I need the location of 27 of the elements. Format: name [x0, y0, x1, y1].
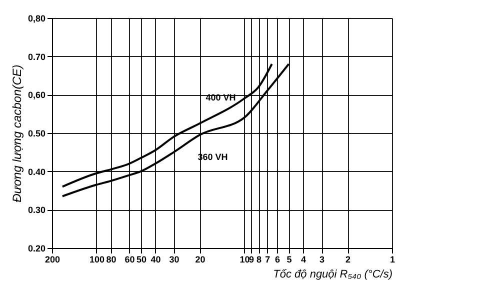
x-tick-label: 10: [240, 254, 250, 264]
x-tick-label: 6: [275, 254, 280, 264]
y-tick-label: 0.40: [28, 166, 46, 177]
x-tick-label: 200: [44, 254, 60, 264]
x-tick-label: 50: [136, 254, 146, 264]
x-tick-label: 1: [390, 254, 396, 264]
x-tick-label: 8: [256, 254, 262, 264]
y-tick-label: 0.20: [28, 244, 46, 254]
x-tick-label: 7: [265, 254, 270, 264]
x-tick-label: 30: [169, 254, 180, 264]
x-tick-label: 40: [150, 254, 161, 264]
x-tick-label: 3: [319, 254, 325, 264]
x-tick-label: 100: [89, 254, 104, 264]
y-axis-title: Đương lượng cacbon(CE): [10, 64, 24, 202]
x-tick-label: 60: [124, 254, 135, 264]
y-tick-label: 0,80: [28, 14, 46, 24]
x-tick-label: 5: [286, 254, 292, 264]
y-tick-label: 0.50: [28, 128, 46, 138]
y-tick-label: 0.30: [28, 205, 46, 216]
y-tick-label: 0,60: [28, 90, 46, 100]
x-tick-label: 80: [106, 254, 116, 264]
x-tick-label: 9: [248, 254, 254, 264]
x-tick-label: 2: [346, 254, 351, 264]
x-tick-label: 20: [195, 254, 206, 264]
x-axis-title: Tốc độ nguội R₅₄₀ (°C/s): [273, 268, 393, 280]
x-tick-label: 4: [301, 254, 306, 264]
y-tick-label: 0.70: [28, 52, 46, 62]
